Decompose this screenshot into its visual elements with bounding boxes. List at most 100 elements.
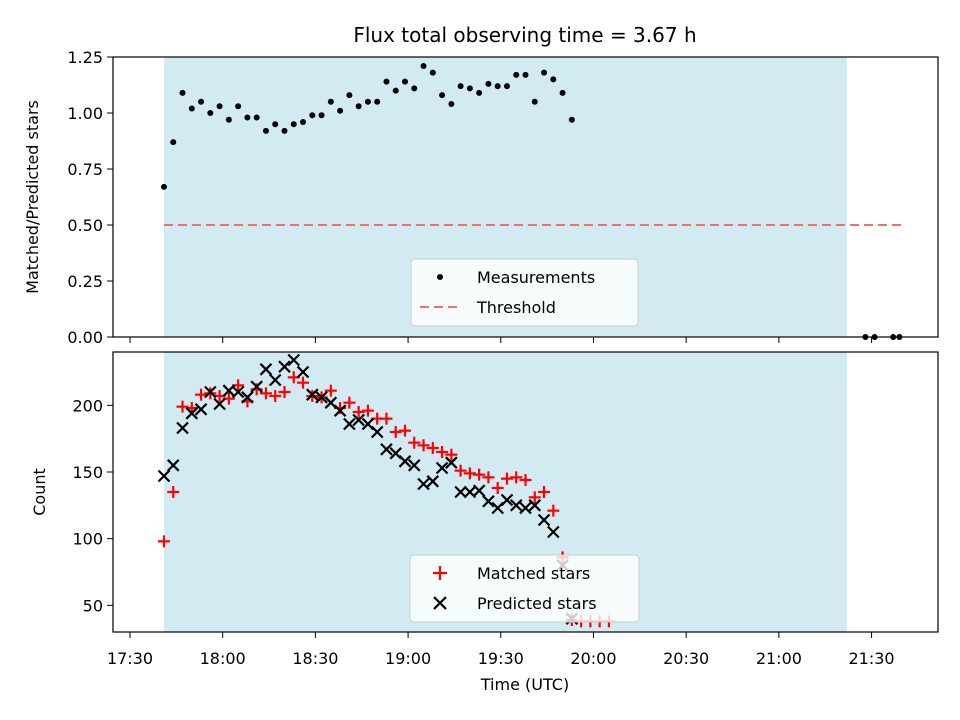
predicted-point <box>343 417 356 431</box>
measurement-point <box>466 85 473 92</box>
top-legend-box <box>410 258 639 327</box>
predicted-stars-series <box>157 353 579 625</box>
measurement-point <box>160 183 167 190</box>
top-legend: Measurements Threshold <box>410 258 639 327</box>
matched-point <box>167 486 180 498</box>
predicted-point <box>268 373 282 387</box>
legend-predicted-marker <box>433 596 447 610</box>
measurement-point <box>439 92 446 99</box>
predicted-point <box>306 388 319 401</box>
matched-point <box>445 448 458 461</box>
measurement-point <box>429 69 436 76</box>
matched-point <box>380 412 393 425</box>
measurement-point <box>476 89 483 96</box>
measurement-point <box>485 80 492 87</box>
top-axes-frame <box>112 56 939 338</box>
predicted-point <box>231 385 245 399</box>
predicted-point <box>370 425 384 439</box>
measurement-point <box>420 62 427 69</box>
measurement-point <box>253 114 260 121</box>
predicted-point <box>166 459 180 472</box>
matched-point <box>398 424 411 437</box>
matched-point <box>195 388 208 401</box>
bottom-x-label: Time (UTC) <box>480 675 569 694</box>
measurement-point <box>568 116 575 123</box>
measurement-point <box>364 98 371 105</box>
measurement-point <box>179 89 186 96</box>
predicted-point <box>445 456 458 469</box>
matched-point <box>436 446 449 458</box>
predicted-point <box>482 495 495 508</box>
measurement-point <box>411 85 418 92</box>
predicted-point <box>472 484 486 497</box>
predicted-point <box>407 459 421 472</box>
measurement-point <box>281 127 288 134</box>
matched-point <box>473 468 486 481</box>
bottom-panel: 50 100 150 200 17:30 18:00 18:30 19:00 19:30 20:… <box>30 351 939 694</box>
measurement-point <box>541 69 548 76</box>
predicted-point <box>352 413 365 427</box>
predicted-point <box>547 525 560 539</box>
top-y-label: Matched/Predicted stars <box>23 100 42 294</box>
bottom-y-tick-label: 150 <box>72 463 103 482</box>
matched-point <box>259 387 272 400</box>
matched-point <box>324 384 337 397</box>
predicted-point <box>204 385 217 399</box>
bottom-x-tick-label: 21:30 <box>849 649 895 668</box>
bottom-x-tick-label: 20:00 <box>570 649 616 668</box>
top-y-tick-label: 0.25 <box>67 272 103 291</box>
legend-matched-label: Matched stars <box>477 564 590 583</box>
predicted-point <box>250 380 263 393</box>
measurement-point <box>207 110 214 116</box>
bottom-x-tick-label: 21:00 <box>756 649 802 668</box>
legend-measurements-label: Measurements <box>477 268 595 287</box>
measurement-point <box>513 71 520 78</box>
bottom-x-tick-label: 20:30 <box>663 649 709 668</box>
predicted-point <box>380 443 393 456</box>
matched-point <box>547 504 560 517</box>
measurement-point <box>374 98 381 105</box>
measurement-point <box>170 139 177 146</box>
predicted-point <box>287 353 301 367</box>
top-y-tick-label: 0.50 <box>67 216 103 235</box>
predicted-point <box>528 499 542 512</box>
matched-point <box>519 474 532 486</box>
matched-point <box>278 386 291 398</box>
predicted-point <box>278 360 291 373</box>
measurement-point <box>531 98 538 105</box>
legend-threshold-label: Threshold <box>476 298 556 317</box>
predicted-point <box>509 499 523 512</box>
matched-point <box>426 442 439 454</box>
measurement-point <box>244 114 251 121</box>
bottom-x-tick-label: 19:30 <box>478 649 524 668</box>
measurement-point <box>225 116 232 123</box>
measurement-point <box>300 118 307 125</box>
bottom-y-label: Count <box>30 468 49 516</box>
measurement-point <box>262 127 269 134</box>
matched-point <box>269 390 282 402</box>
matched-point <box>157 535 170 548</box>
predicted-point <box>519 501 532 515</box>
measurement-point <box>290 121 297 128</box>
bottom-x-tick-label: 18:30 <box>292 649 338 668</box>
matched-point <box>482 471 495 484</box>
measurement-point <box>494 83 501 90</box>
predicted-point <box>398 455 412 468</box>
legend-matched-marker <box>433 566 447 580</box>
measurement-point <box>309 112 316 119</box>
measurement-point <box>318 112 325 119</box>
predicted-point <box>500 493 514 507</box>
matched-point <box>491 482 504 494</box>
bottom-x-tick-label: 18:00 <box>200 649 246 668</box>
matched-point <box>528 491 541 504</box>
matched-point <box>454 464 467 477</box>
predicted-point <box>296 365 310 379</box>
measurement-point <box>198 98 205 105</box>
measurement-point <box>550 76 557 83</box>
measurement-point <box>383 78 390 85</box>
measurement-point <box>337 107 344 114</box>
predicted-point <box>194 403 208 416</box>
legend-predicted-label: Predicted stars <box>477 594 597 613</box>
matched-point <box>417 439 430 452</box>
